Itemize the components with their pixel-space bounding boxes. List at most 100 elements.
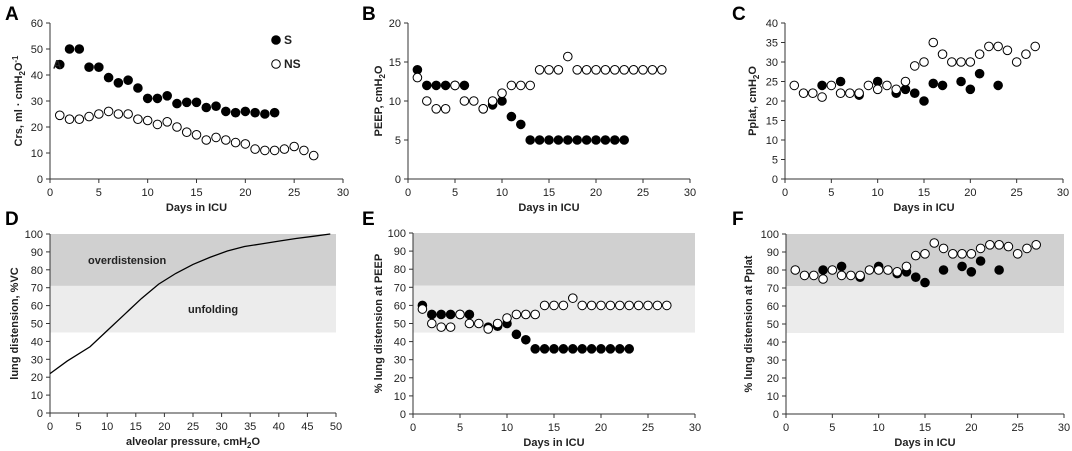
point-s bbox=[835, 76, 846, 87]
point-ns bbox=[553, 65, 564, 75]
point-ns bbox=[250, 144, 260, 154]
point-ns bbox=[1021, 49, 1031, 60]
point-s bbox=[445, 309, 456, 320]
point-ns bbox=[920, 249, 930, 259]
point-ns bbox=[279, 144, 290, 154]
panel-f: 0 5 10 15 20 25 30 0 10 20 30 40 50 60 70 80 90 100 Days i… bbox=[732, 209, 1070, 449]
point-s bbox=[818, 265, 828, 275]
label-part: 2 bbox=[18, 71, 27, 76]
x-tick-label: 20 bbox=[239, 187, 251, 199]
x-tick-label: 15 bbox=[190, 187, 202, 199]
point-ns bbox=[123, 109, 133, 119]
point-s bbox=[600, 135, 611, 145]
point-s bbox=[172, 98, 182, 109]
point-s bbox=[525, 135, 536, 145]
label-part: 2 bbox=[378, 74, 387, 79]
point-s bbox=[993, 80, 1003, 91]
y-tick-label: 100 bbox=[388, 228, 406, 240]
point-ns bbox=[873, 265, 884, 275]
point-ns bbox=[54, 110, 65, 121]
point-s bbox=[133, 83, 143, 93]
x-tick-label: 25 bbox=[288, 187, 300, 199]
x-axis-label: Days in ICU bbox=[166, 202, 227, 214]
point-s bbox=[974, 68, 985, 79]
point-ns bbox=[568, 293, 578, 303]
label-part: PEEP, bbox=[373, 102, 385, 136]
point-ns bbox=[483, 324, 494, 334]
y-axis-label: % lung distension at Pplat bbox=[743, 255, 755, 392]
y-tick-label: 30 bbox=[31, 96, 43, 108]
point-s bbox=[152, 93, 163, 104]
point-ns bbox=[845, 88, 855, 98]
label-part: Days in ICU bbox=[523, 437, 584, 449]
point-s bbox=[615, 344, 625, 354]
point-ns bbox=[600, 65, 611, 75]
y-tick-label: 90 bbox=[31, 247, 43, 259]
point-ns bbox=[563, 51, 573, 62]
point-ns bbox=[974, 49, 985, 60]
point-s bbox=[909, 88, 920, 98]
point-ns bbox=[628, 65, 639, 75]
y-tick-label: 60 bbox=[31, 301, 43, 313]
panel-label: E bbox=[362, 209, 375, 230]
y-tick-label: 50 bbox=[31, 319, 43, 331]
x-tick-label: 25 bbox=[187, 421, 199, 433]
point-ns bbox=[534, 65, 545, 75]
x-tick-label: 20 bbox=[595, 422, 607, 434]
point-ns bbox=[929, 238, 940, 248]
y-tick-label: 10 bbox=[31, 148, 43, 160]
point-ns bbox=[142, 115, 153, 126]
point-ns bbox=[633, 300, 644, 311]
point-ns bbox=[909, 61, 920, 71]
point-s bbox=[181, 97, 192, 108]
point-ns bbox=[817, 92, 827, 102]
y-tick-label: 5 bbox=[395, 135, 401, 147]
y-tick-label: 30 bbox=[394, 355, 406, 367]
label-part: 2 bbox=[247, 441, 252, 450]
point-ns bbox=[427, 318, 437, 329]
point-ns bbox=[211, 132, 221, 143]
point-s bbox=[530, 344, 541, 354]
point-ns bbox=[269, 145, 280, 156]
label-part: O bbox=[13, 62, 25, 71]
point-ns bbox=[64, 114, 75, 124]
point-ns bbox=[497, 88, 507, 98]
point-s bbox=[619, 135, 630, 145]
point-s bbox=[142, 93, 153, 104]
y-tick-label: 40 bbox=[31, 336, 43, 348]
point-ns bbox=[610, 65, 620, 75]
x-tick-label: 0 bbox=[782, 187, 788, 199]
point-ns bbox=[799, 270, 810, 281]
point-ns bbox=[993, 41, 1003, 52]
band-dark bbox=[50, 234, 336, 286]
x-tick-label: 25 bbox=[1012, 422, 1024, 434]
point-s bbox=[240, 106, 251, 117]
point-ns bbox=[521, 309, 531, 320]
point-ns bbox=[1012, 249, 1023, 259]
point-ns bbox=[478, 104, 489, 114]
point-s bbox=[191, 97, 202, 108]
label-part: lung distension, %VC bbox=[9, 267, 21, 380]
point-ns bbox=[605, 300, 616, 311]
point-s bbox=[516, 119, 526, 130]
y-tick-label: 20 bbox=[767, 373, 779, 385]
point-ns bbox=[910, 250, 921, 261]
y-tick-label: 40 bbox=[394, 337, 406, 349]
panel-label: F bbox=[732, 209, 744, 230]
point-s bbox=[64, 44, 75, 54]
point-ns bbox=[892, 267, 903, 277]
point-ns bbox=[1031, 240, 1041, 250]
y-tick-label: 80 bbox=[394, 264, 406, 276]
y-tick-label: 50 bbox=[767, 319, 779, 331]
x-axis-label: alveolar pressure, cmH2O bbox=[126, 436, 260, 450]
point-s bbox=[260, 109, 270, 119]
x-tick-label: 10 bbox=[501, 422, 513, 434]
point-s bbox=[563, 135, 573, 145]
point-s bbox=[521, 334, 531, 345]
x-tick-label: 30 bbox=[337, 187, 349, 199]
y-tick-label: 100 bbox=[761, 229, 779, 241]
x-axis-label: Days in ICU bbox=[894, 437, 955, 449]
point-s bbox=[553, 135, 564, 145]
point-s bbox=[221, 106, 231, 117]
y-tick-label: 100 bbox=[25, 229, 43, 241]
